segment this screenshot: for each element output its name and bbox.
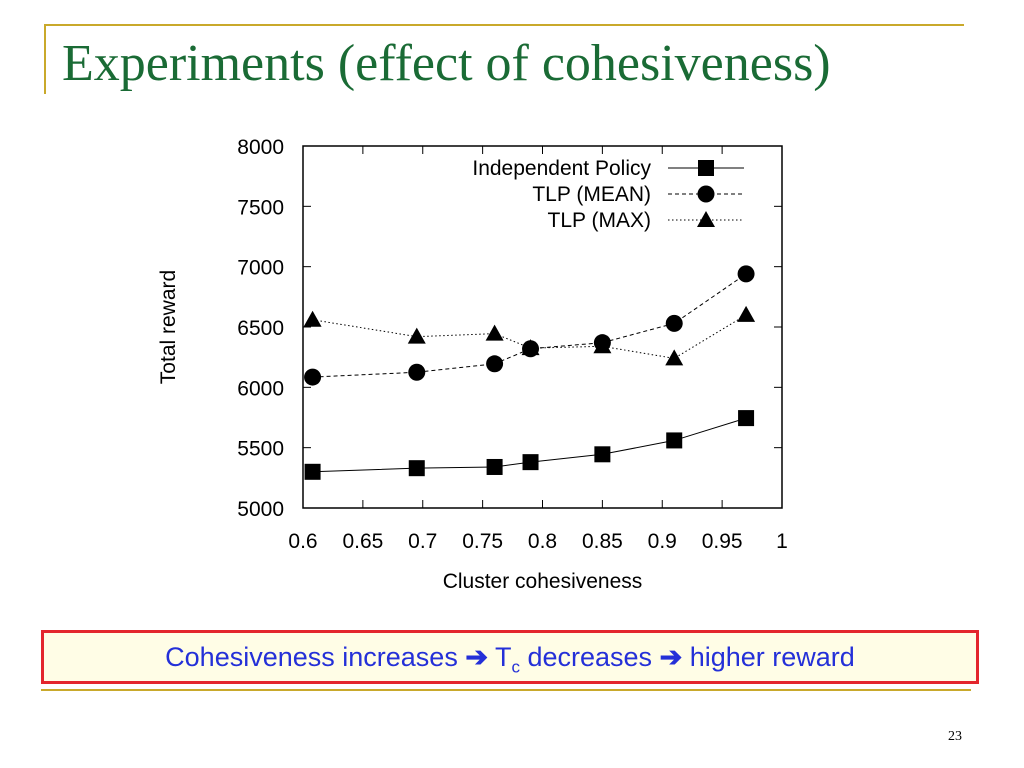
x-tick-label: 0.65	[342, 530, 383, 553]
x-axis-label: Cluster cohesiveness	[443, 570, 643, 593]
title-frame-left-rule	[44, 24, 46, 94]
data-point	[593, 337, 612, 354]
bottom-rule	[41, 689, 971, 691]
y-tick-label: 7000	[237, 257, 284, 280]
data-point	[665, 349, 684, 366]
x-tick-label: 1	[776, 530, 788, 553]
y-tick-label: 6000	[237, 377, 284, 400]
conclusion-callout: Cohesiveness increases ➔ Tc decreases ➔ …	[41, 630, 979, 684]
slide-title: Experiments (effect of cohesiveness)	[62, 35, 831, 92]
y-axis-label: Total reward	[157, 270, 180, 384]
x-tick-label: 0.75	[462, 530, 503, 553]
legend-marker	[697, 185, 715, 203]
data-point	[738, 410, 755, 427]
legend-label: TLP (MEAN)	[532, 183, 651, 206]
y-tick-label: 6500	[237, 317, 284, 340]
data-point	[666, 432, 683, 449]
y-tick-label: 5000	[237, 498, 284, 521]
data-point	[594, 446, 611, 463]
arrow-right-icon: ➔	[659, 642, 683, 672]
legend-label: TLP (MAX)	[548, 209, 651, 232]
data-point	[304, 463, 321, 480]
data-point	[303, 310, 322, 327]
legend-marker	[698, 160, 714, 176]
y-tick-label: 7500	[237, 196, 284, 219]
arrow-right-icon: ➔	[465, 642, 488, 672]
line-chart: 0.6 0.65 0.7 0.75 0.8 0.85 0.9 0.95 1 5000 5500 600…	[157, 136, 788, 593]
legend-marker	[697, 211, 715, 227]
data-point	[521, 339, 540, 356]
data-point	[407, 327, 426, 344]
x-tick-label: 0.8	[528, 530, 557, 553]
data-point	[737, 305, 756, 322]
data-point	[486, 458, 503, 475]
callout-reward-text: higher reward	[689, 642, 855, 672]
data-point	[486, 355, 504, 373]
data-point	[408, 363, 426, 381]
callout-cohesiveness-text: Cohesiveness increases	[165, 642, 458, 672]
data-point	[304, 368, 322, 386]
callout-decreases-text: decreases	[519, 642, 653, 672]
x-tick-label: 0.7	[408, 530, 437, 553]
y-tick-label: 5500	[237, 438, 284, 461]
title-frame-top-rule	[44, 24, 964, 26]
legend-label: Independent Policy	[472, 157, 651, 180]
data-point	[408, 460, 425, 477]
callout-tc-subscript: c	[511, 657, 520, 677]
data-point	[737, 265, 755, 283]
x-tick-label: 0.95	[702, 530, 743, 553]
x-tick-label: 0.9	[648, 530, 677, 553]
x-tick-label: 0.6	[288, 530, 317, 553]
data-point	[485, 324, 504, 341]
page-number: 23	[948, 729, 962, 744]
x-tick-label: 0.85	[582, 530, 623, 553]
data-point	[522, 454, 539, 471]
y-tick-label: 8000	[237, 136, 284, 159]
data-point	[665, 314, 683, 332]
callout-tc-symbol: T	[494, 642, 512, 672]
